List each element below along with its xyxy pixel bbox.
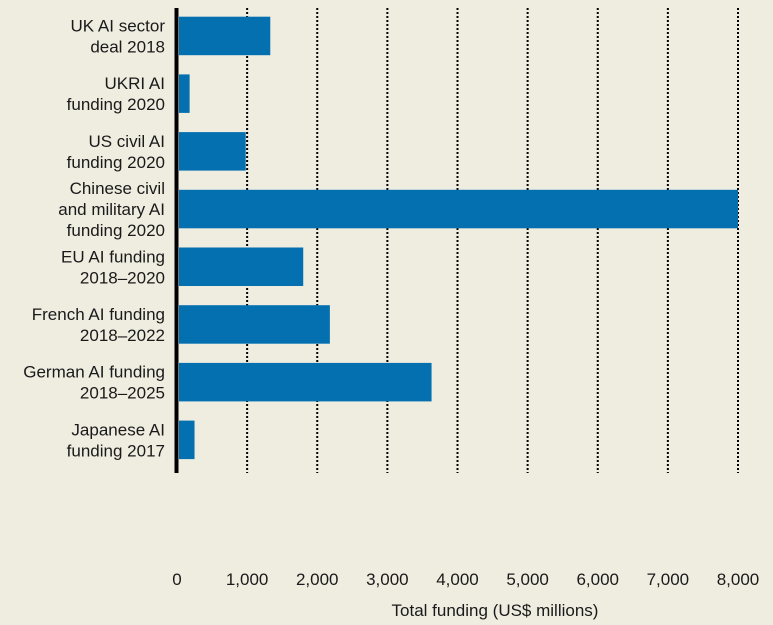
x-tick-label: 4,000 bbox=[436, 570, 479, 589]
category-label: US civil AI bbox=[88, 132, 165, 151]
x-tick-label: 3,000 bbox=[366, 570, 409, 589]
bar bbox=[179, 420, 195, 460]
category-label: 2018–2022 bbox=[80, 326, 165, 345]
x-tick-label: 8,000 bbox=[717, 570, 760, 589]
category-label: UKRI AI bbox=[105, 74, 165, 93]
category-label: funding 2020 bbox=[67, 153, 165, 172]
category-label: EU AI funding bbox=[61, 247, 165, 266]
category-label: funding 2020 bbox=[67, 221, 165, 240]
bar bbox=[179, 16, 271, 56]
category-label: and military AI bbox=[58, 200, 165, 219]
x-tick-label: 1,000 bbox=[226, 570, 269, 589]
x-tick-label: 0 bbox=[172, 570, 181, 589]
x-tick-label: 2,000 bbox=[296, 570, 339, 589]
x-tick-label: 5,000 bbox=[506, 570, 549, 589]
bar bbox=[179, 362, 432, 402]
bar bbox=[179, 132, 246, 171]
x-axis-title: Total funding (US$ millions) bbox=[392, 601, 599, 620]
category-label: UK AI sector bbox=[71, 16, 166, 35]
bar bbox=[179, 189, 738, 229]
bar bbox=[179, 74, 190, 113]
bar bbox=[179, 305, 330, 344]
category-label: French AI funding bbox=[32, 305, 165, 324]
category-label: Chinese civil bbox=[70, 179, 165, 198]
x-tick-label: 6,000 bbox=[576, 570, 619, 589]
category-label: German AI funding bbox=[23, 363, 165, 382]
bar bbox=[179, 247, 304, 286]
category-label: funding 2020 bbox=[67, 95, 165, 114]
category-label: 2018–2025 bbox=[80, 384, 165, 403]
category-label: deal 2018 bbox=[90, 37, 165, 56]
category-label: funding 2017 bbox=[67, 441, 165, 460]
category-label: 2018–2020 bbox=[80, 268, 165, 287]
category-label: Japanese AI bbox=[71, 420, 165, 439]
x-tick-label: 7,000 bbox=[647, 570, 690, 589]
